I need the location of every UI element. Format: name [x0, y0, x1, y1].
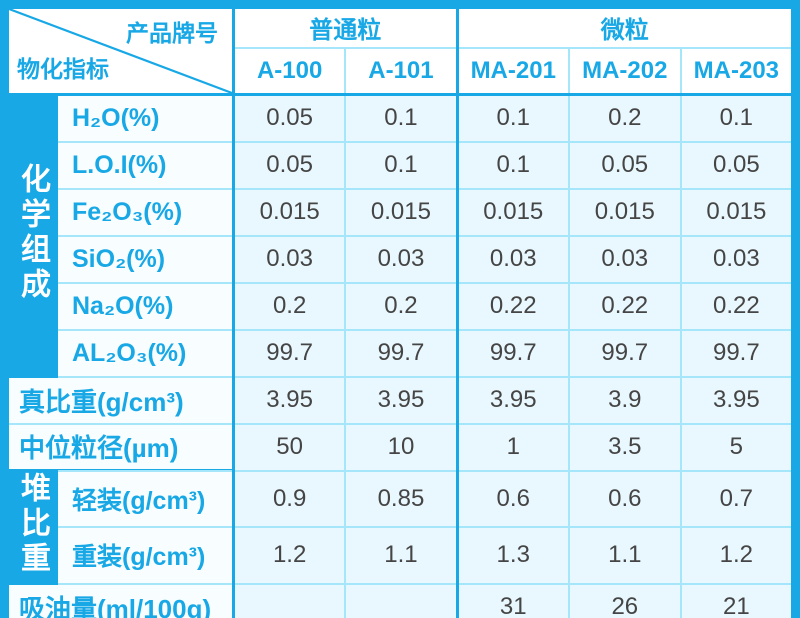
- table-row-fe2o3: Fe₂O₃(%) 0.015 0.015 0.015 0.015 0.015: [8, 187, 794, 237]
- corner-header-cell: 产品牌号 物化指标: [6, 6, 235, 96]
- col-header-ma-201: MA-201: [456, 46, 570, 96]
- table-row-true-density: 真比重(g/cm³) 3.95 3.95 3.95 3.9 3.95: [6, 375, 794, 425]
- cell-value: 0.1: [344, 93, 459, 143]
- cell-value: 99.7: [567, 328, 682, 378]
- cell-value: 0.015: [567, 187, 682, 237]
- cell-value: 0.05: [232, 93, 347, 143]
- col-header-a-101: A-101: [344, 46, 459, 96]
- cell-value: 0.22: [567, 281, 682, 331]
- cell-value: 0.6: [456, 469, 570, 528]
- cell-value: 3.95: [344, 375, 459, 425]
- cell-value: 0.05: [567, 140, 682, 190]
- cell-value: 0.22: [456, 281, 570, 331]
- cell-value: 3.95: [232, 375, 347, 425]
- cell-value: 0.015: [456, 187, 570, 237]
- cell-value: 0.85: [344, 469, 459, 528]
- cell-value: 0.03: [679, 234, 794, 284]
- cell-value: [344, 582, 459, 618]
- table-row-sio2: SiO₂(%) 0.03 0.03 0.03 0.03 0.03: [8, 234, 794, 284]
- table-row-light-packing: 堆比重 轻装(g/cm³) 0.9 0.85 0.6 0.6 0.7: [6, 469, 794, 585]
- cell-value: 3.5: [567, 422, 682, 472]
- cell-value: [232, 582, 347, 618]
- cell-value: 0.1: [679, 93, 794, 143]
- cell-value: 0.1: [456, 140, 570, 190]
- row-group-label: 化学组成: [16, 163, 49, 303]
- cell-value: 1.1: [567, 526, 682, 585]
- product-spec-table: 产品牌号 物化指标 普通粒 微粒 A-100 A-101 MA-201 MA-2…: [6, 6, 794, 618]
- cell-value: 0.2: [567, 93, 682, 143]
- table-row-median-particle-size: 中位粒径(µm) 50 10 1 3.5 5: [6, 422, 794, 472]
- cell-value: 99.7: [679, 328, 794, 378]
- row-group-bulk-density: 堆比重: [6, 469, 58, 585]
- row-label: 真比重(g/cm³): [6, 375, 235, 425]
- corner-label-physchem-index: 物化指标: [17, 56, 109, 82]
- col-header-ma-202: MA-202: [567, 46, 682, 96]
- row-label: AL₂O₃(%): [55, 328, 235, 378]
- cell-value: 0.6: [567, 469, 682, 528]
- cell-value: 99.7: [344, 328, 459, 378]
- column-group-ordinary: 普通粒: [232, 6, 459, 49]
- cell-value: 0.1: [344, 140, 459, 190]
- table-row-h2o: 化学组成 H₂O(%) 0.05 0.1 0.1 0.2 0.1: [6, 93, 794, 378]
- row-label: H₂O(%): [55, 93, 235, 143]
- cell-value: 0.2: [344, 281, 459, 331]
- cell-value: 0.1: [456, 93, 570, 143]
- header-row-models: A-100 A-101 MA-201 MA-202 MA-203: [8, 46, 794, 96]
- col-header-ma-203: MA-203: [679, 46, 794, 96]
- cell-value: 3.9: [567, 375, 682, 425]
- cell-value: 0.05: [232, 140, 347, 190]
- table-row-oil-absorption: 吸油量(ml/100g) 31 26 21: [6, 582, 794, 618]
- table-row-al2o3: AL₂O₃(%) 99.7 99.7 99.7 99.7 99.7: [8, 328, 794, 378]
- cell-value: 1: [456, 422, 570, 472]
- header-row-groups: 产品牌号 物化指标 普通粒 微粒: [6, 6, 794, 96]
- cell-value: 0.7: [679, 469, 794, 528]
- table-row-na2o: Na₂O(%) 0.2 0.2 0.22 0.22 0.22: [8, 281, 794, 331]
- col-header-a-100: A-100: [232, 46, 347, 96]
- cell-value: 99.7: [456, 328, 570, 378]
- row-label: 重装(g/cm³): [55, 526, 235, 585]
- row-label: Fe₂O₃(%): [55, 187, 235, 237]
- cell-value: 1.2: [232, 526, 347, 585]
- cell-value: 10: [344, 422, 459, 472]
- cell-value: 0.03: [344, 234, 459, 284]
- row-label: 吸油量(ml/100g): [6, 582, 235, 618]
- row-label: Na₂O(%): [55, 281, 235, 331]
- table-row-loi: L.O.I(%) 0.05 0.1 0.1 0.05 0.05: [8, 140, 794, 190]
- cell-value: 1.3: [456, 526, 570, 585]
- cell-value: 26: [567, 582, 682, 618]
- cell-value: 99.7: [232, 328, 347, 378]
- cell-value: 50: [232, 422, 347, 472]
- table-row-heavy-packing: 重装(g/cm³) 1.2 1.1 1.3 1.1 1.2: [8, 526, 794, 585]
- cell-value: 21: [679, 582, 794, 618]
- cell-value: 0.015: [232, 187, 347, 237]
- row-label: L.O.I(%): [55, 140, 235, 190]
- cell-value: 0.22: [679, 281, 794, 331]
- cell-value: 0.9: [232, 469, 347, 528]
- row-label: 中位粒径(µm): [6, 422, 235, 472]
- cell-value: 0.03: [232, 234, 347, 284]
- corner-label-product-brand: 产品牌号: [126, 20, 218, 46]
- row-label: 轻装(g/cm³): [55, 469, 235, 528]
- cell-value: 3.95: [456, 375, 570, 425]
- cell-value: 3.95: [679, 375, 794, 425]
- cell-value: 31: [456, 582, 570, 618]
- cell-value: 1.1: [344, 526, 459, 585]
- row-group-label: 堆比重: [16, 472, 49, 578]
- cell-value: 0.015: [679, 187, 794, 237]
- diagonal-divider: [9, 9, 232, 93]
- cell-value: 0.2: [232, 281, 347, 331]
- row-label: SiO₂(%): [55, 234, 235, 284]
- cell-value: 1.2: [679, 526, 794, 585]
- cell-value: 0.03: [456, 234, 570, 284]
- row-group-chemical-composition: 化学组成: [6, 93, 58, 378]
- cell-value: 0.05: [679, 140, 794, 190]
- cell-value: 0.03: [567, 234, 682, 284]
- cell-value: 5: [679, 422, 794, 472]
- column-group-fine: 微粒: [456, 6, 794, 49]
- cell-value: 0.015: [344, 187, 459, 237]
